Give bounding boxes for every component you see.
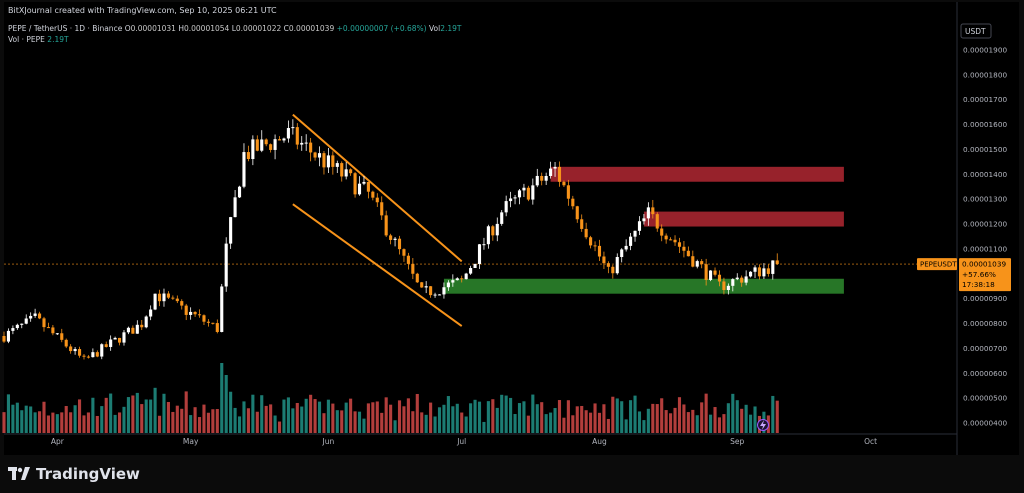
vol-label: Vol [428, 24, 441, 33]
open-value: 0.00001031 [130, 24, 176, 33]
volume-legend-label: Vol · PEPE [8, 35, 45, 44]
tradingview-logo-icon [8, 467, 30, 480]
low-label: L [231, 24, 236, 33]
high-label: H [178, 24, 184, 33]
close-value: 0.00001039 [288, 24, 335, 33]
chart-header: BitXJournal created with TradingView.com… [8, 6, 277, 15]
close-label: C [283, 24, 289, 33]
chart-frame[interactable] [4, 2, 1019, 455]
volume-legend[interactable]: Vol · PEPE 2.19T [8, 35, 69, 44]
symbol-legend: PEPE / TetherUS · 1D · Binance O0.000010… [8, 24, 462, 33]
open-label: O [124, 24, 131, 33]
high-value: 0.00001054 [183, 24, 230, 33]
low-value: 0.00001022 [235, 24, 282, 33]
tradingview-brand: TradingView [36, 465, 140, 483]
vol-value: 2.19T [440, 24, 462, 33]
volume-legend-value: 2.19T [47, 35, 69, 44]
footer-branding: TradingView [8, 462, 140, 486]
change-value: +0.00000007 (+0.68%) [336, 24, 427, 33]
symbol-name[interactable]: PEPE / TetherUS · 1D · Binance [8, 24, 123, 33]
